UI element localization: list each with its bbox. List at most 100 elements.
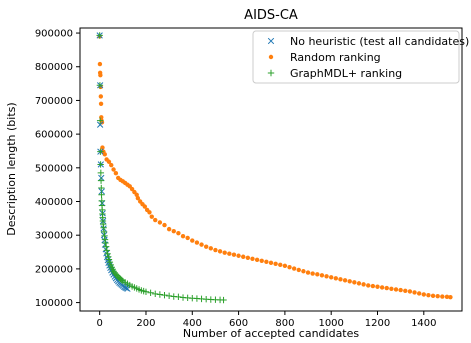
legend-entry-no-heuristic: No heuristic (test all candidates) [290,35,469,48]
plot-frame [79,27,463,312]
y-axis-label: Description length (bits) [5,102,18,235]
random-ranking-point [236,253,241,258]
random-ranking-point [98,72,103,78]
random-ranking-point [149,214,154,219]
graphmdl-ranking-point [105,256,113,263]
random-ranking-point [199,242,204,247]
random-ranking-point [273,261,278,267]
graphmdl-ranking-point [152,290,159,298]
random-ranking-point [440,294,445,299]
random-ranking-point [171,228,176,234]
y-tick-label: 400000 [35,197,73,208]
random-ranking-point [134,192,139,197]
legend-markers [267,37,275,77]
random-ranking-point [245,255,251,260]
x-tick-label: 600 [229,318,248,329]
y-axis: 100000 200000 300000 400000 500000 600000 7000… [35,29,80,309]
random-ranking-point [384,285,389,291]
random-ranking-point [100,145,105,150]
graphmdl-ranking-point [96,82,104,89]
x-tick-label: 0 [96,318,102,329]
x-tick-label: 800 [275,318,294,329]
random-ranking-point [310,271,315,276]
legend-marker-no-heuristic [267,37,275,45]
random-ranking-point [444,294,450,300]
legend-entry-graphmdl-ranking: GraphMDL+ ranking [290,67,402,80]
graphmdl-ranking-point [97,177,105,184]
random-ranking-point [412,290,417,295]
random-ranking-point [356,281,362,286]
y-tick-label: 800000 [35,62,73,73]
random-ranking-point [241,254,246,259]
legend: No heuristic (test all candidates) Rando… [252,30,469,84]
random-ranking-point [407,289,413,294]
graphmdl-ranking-point [98,191,105,198]
x-tick-label: 400 [183,318,202,329]
x-axis: 0 200 400 600 800 1000 1200 1400 [96,311,437,329]
graphmdl-ranking-point [161,291,168,299]
random-ranking-point [426,292,431,298]
random-ranking-point [142,204,148,209]
graphmdl-ranking-point [98,184,105,192]
random-ranking-point [157,220,163,225]
graphmdl-ranking-point [97,169,105,177]
graphmdl-ranking-point [165,292,173,300]
random-ranking-point [403,288,408,293]
x-tick-label: 200 [136,318,155,329]
random-ranking-point [291,266,297,271]
random-ranking-point [98,101,104,107]
random-ranking-point [111,167,116,172]
random-ranking-point [231,252,237,257]
random-ranking-point [113,171,119,176]
graphmdl-ranking-point [104,250,111,257]
random-ranking-point [102,152,107,157]
y-tick-label: 300000 [35,231,73,242]
random-ranking-point [162,222,167,228]
random-ranking-point [176,230,181,236]
random-ranking-point [109,162,114,168]
no-heuristic-point [98,188,105,195]
random-ranking-point [448,294,453,300]
legend-entry-random-ranking: Random ranking [290,51,381,64]
y-tick-label: 600000 [35,130,73,141]
random-ranking-point [135,195,141,201]
y-tick-label: 700000 [35,96,73,107]
graphmdl-ranking-point [97,148,104,155]
random-ranking-point [328,275,334,280]
random-ranking-point [347,279,352,284]
y-tick-label: 500000 [35,163,73,174]
y-tick-label: 200000 [35,264,73,275]
random-ranking-point [319,273,325,278]
random-ranking-point [147,210,152,215]
graphmdl-ranking-point [106,258,114,266]
graphmdl-ranking-point [97,161,104,168]
plot-points [96,32,453,304]
graphmdl-ranking-point [96,32,103,39]
random-ranking-point [222,250,227,255]
random-ranking-point [416,291,422,296]
graphmdl-ranking-point [156,291,164,298]
random-ranking-point [315,272,320,277]
random-ranking-point [324,274,329,279]
random-ranking-point [278,262,283,268]
random-ranking-point [342,278,348,283]
random-ranking-point [301,269,306,274]
random-ranking-point [338,277,343,282]
random-ranking-point [97,61,103,67]
no-heuristic-point [96,121,104,128]
legend-marker-graphmdl-ranking [267,69,275,77]
random-ranking-point [259,258,264,264]
legend-box [252,30,460,84]
random-ranking-point [98,94,104,99]
x-tick-label: 1400 [411,318,436,329]
random-ranking-point [375,284,380,289]
random-ranking-point [361,282,366,287]
random-ranking-point [217,249,223,254]
random-ranking-point [203,244,209,249]
random-ranking-point [435,293,440,299]
random-ranking-point [305,270,311,275]
random-ranking-point [250,256,255,261]
random-ranking-point [296,267,301,273]
random-ranking-point [268,260,274,266]
